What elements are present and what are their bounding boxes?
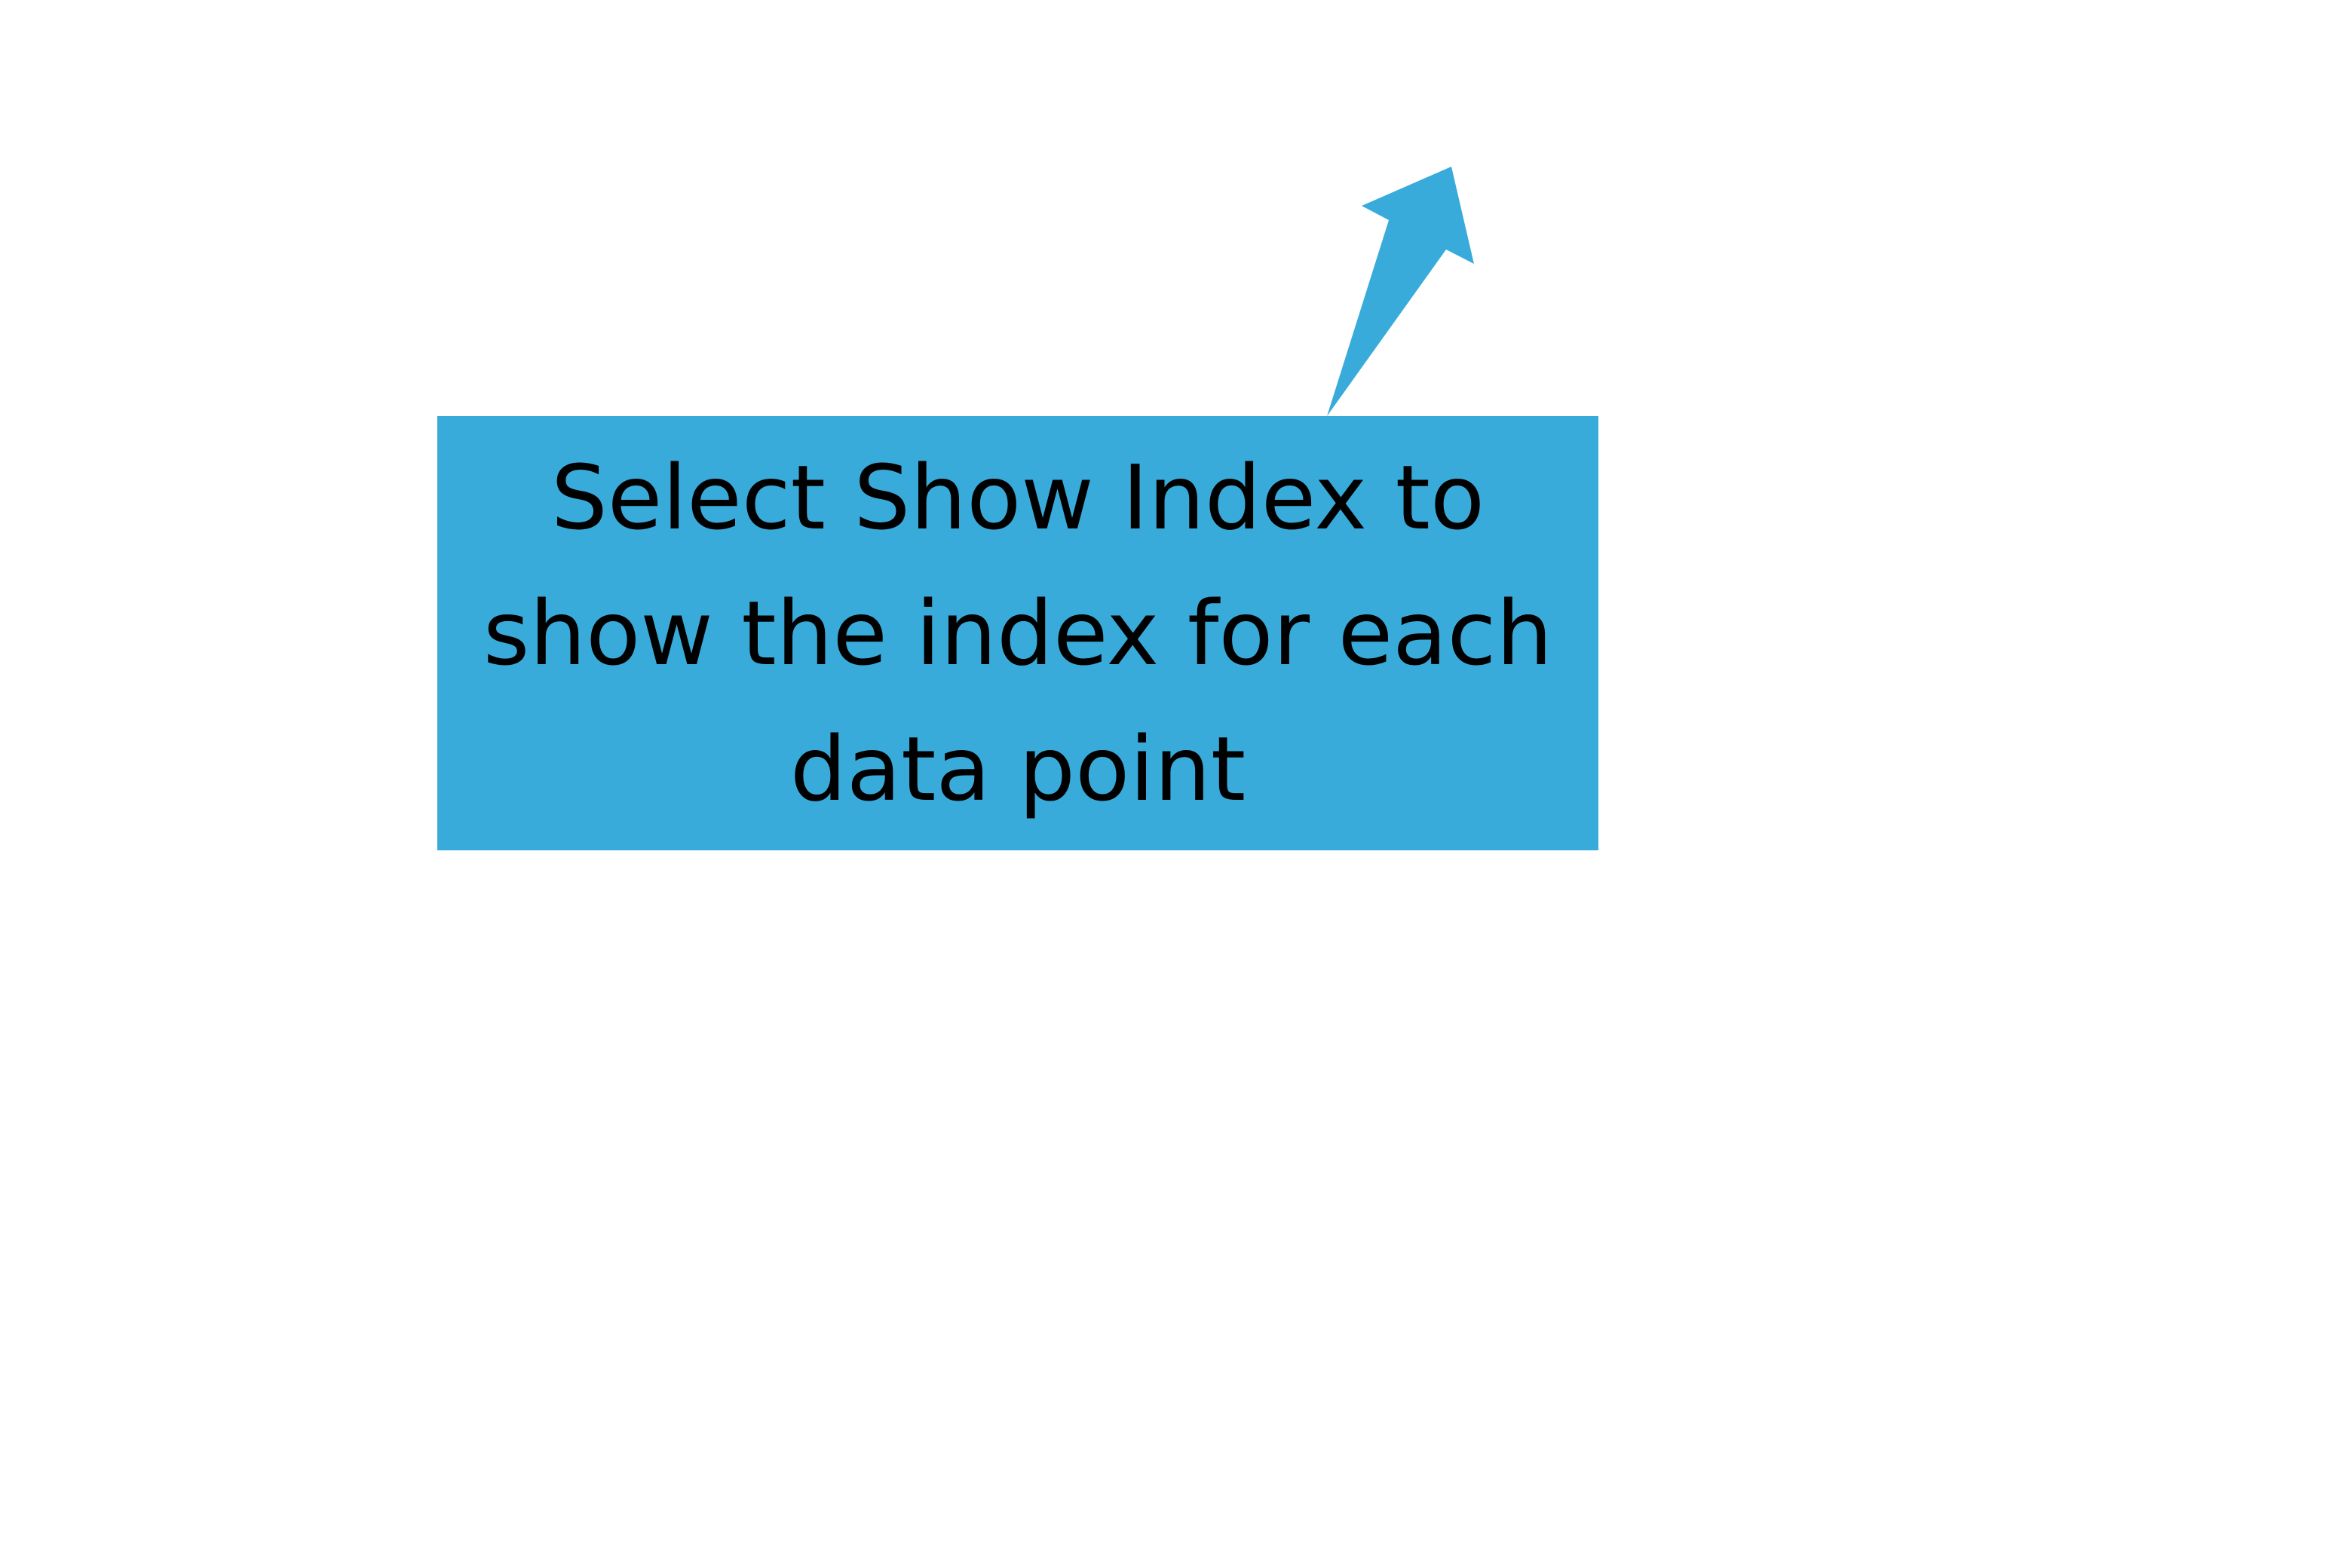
callout-box: Select Show Index to show the index for …	[437, 416, 1598, 850]
callout-text: Select Show Index to show the index for …	[483, 446, 1553, 821]
callout-pointer	[1327, 167, 1474, 416]
